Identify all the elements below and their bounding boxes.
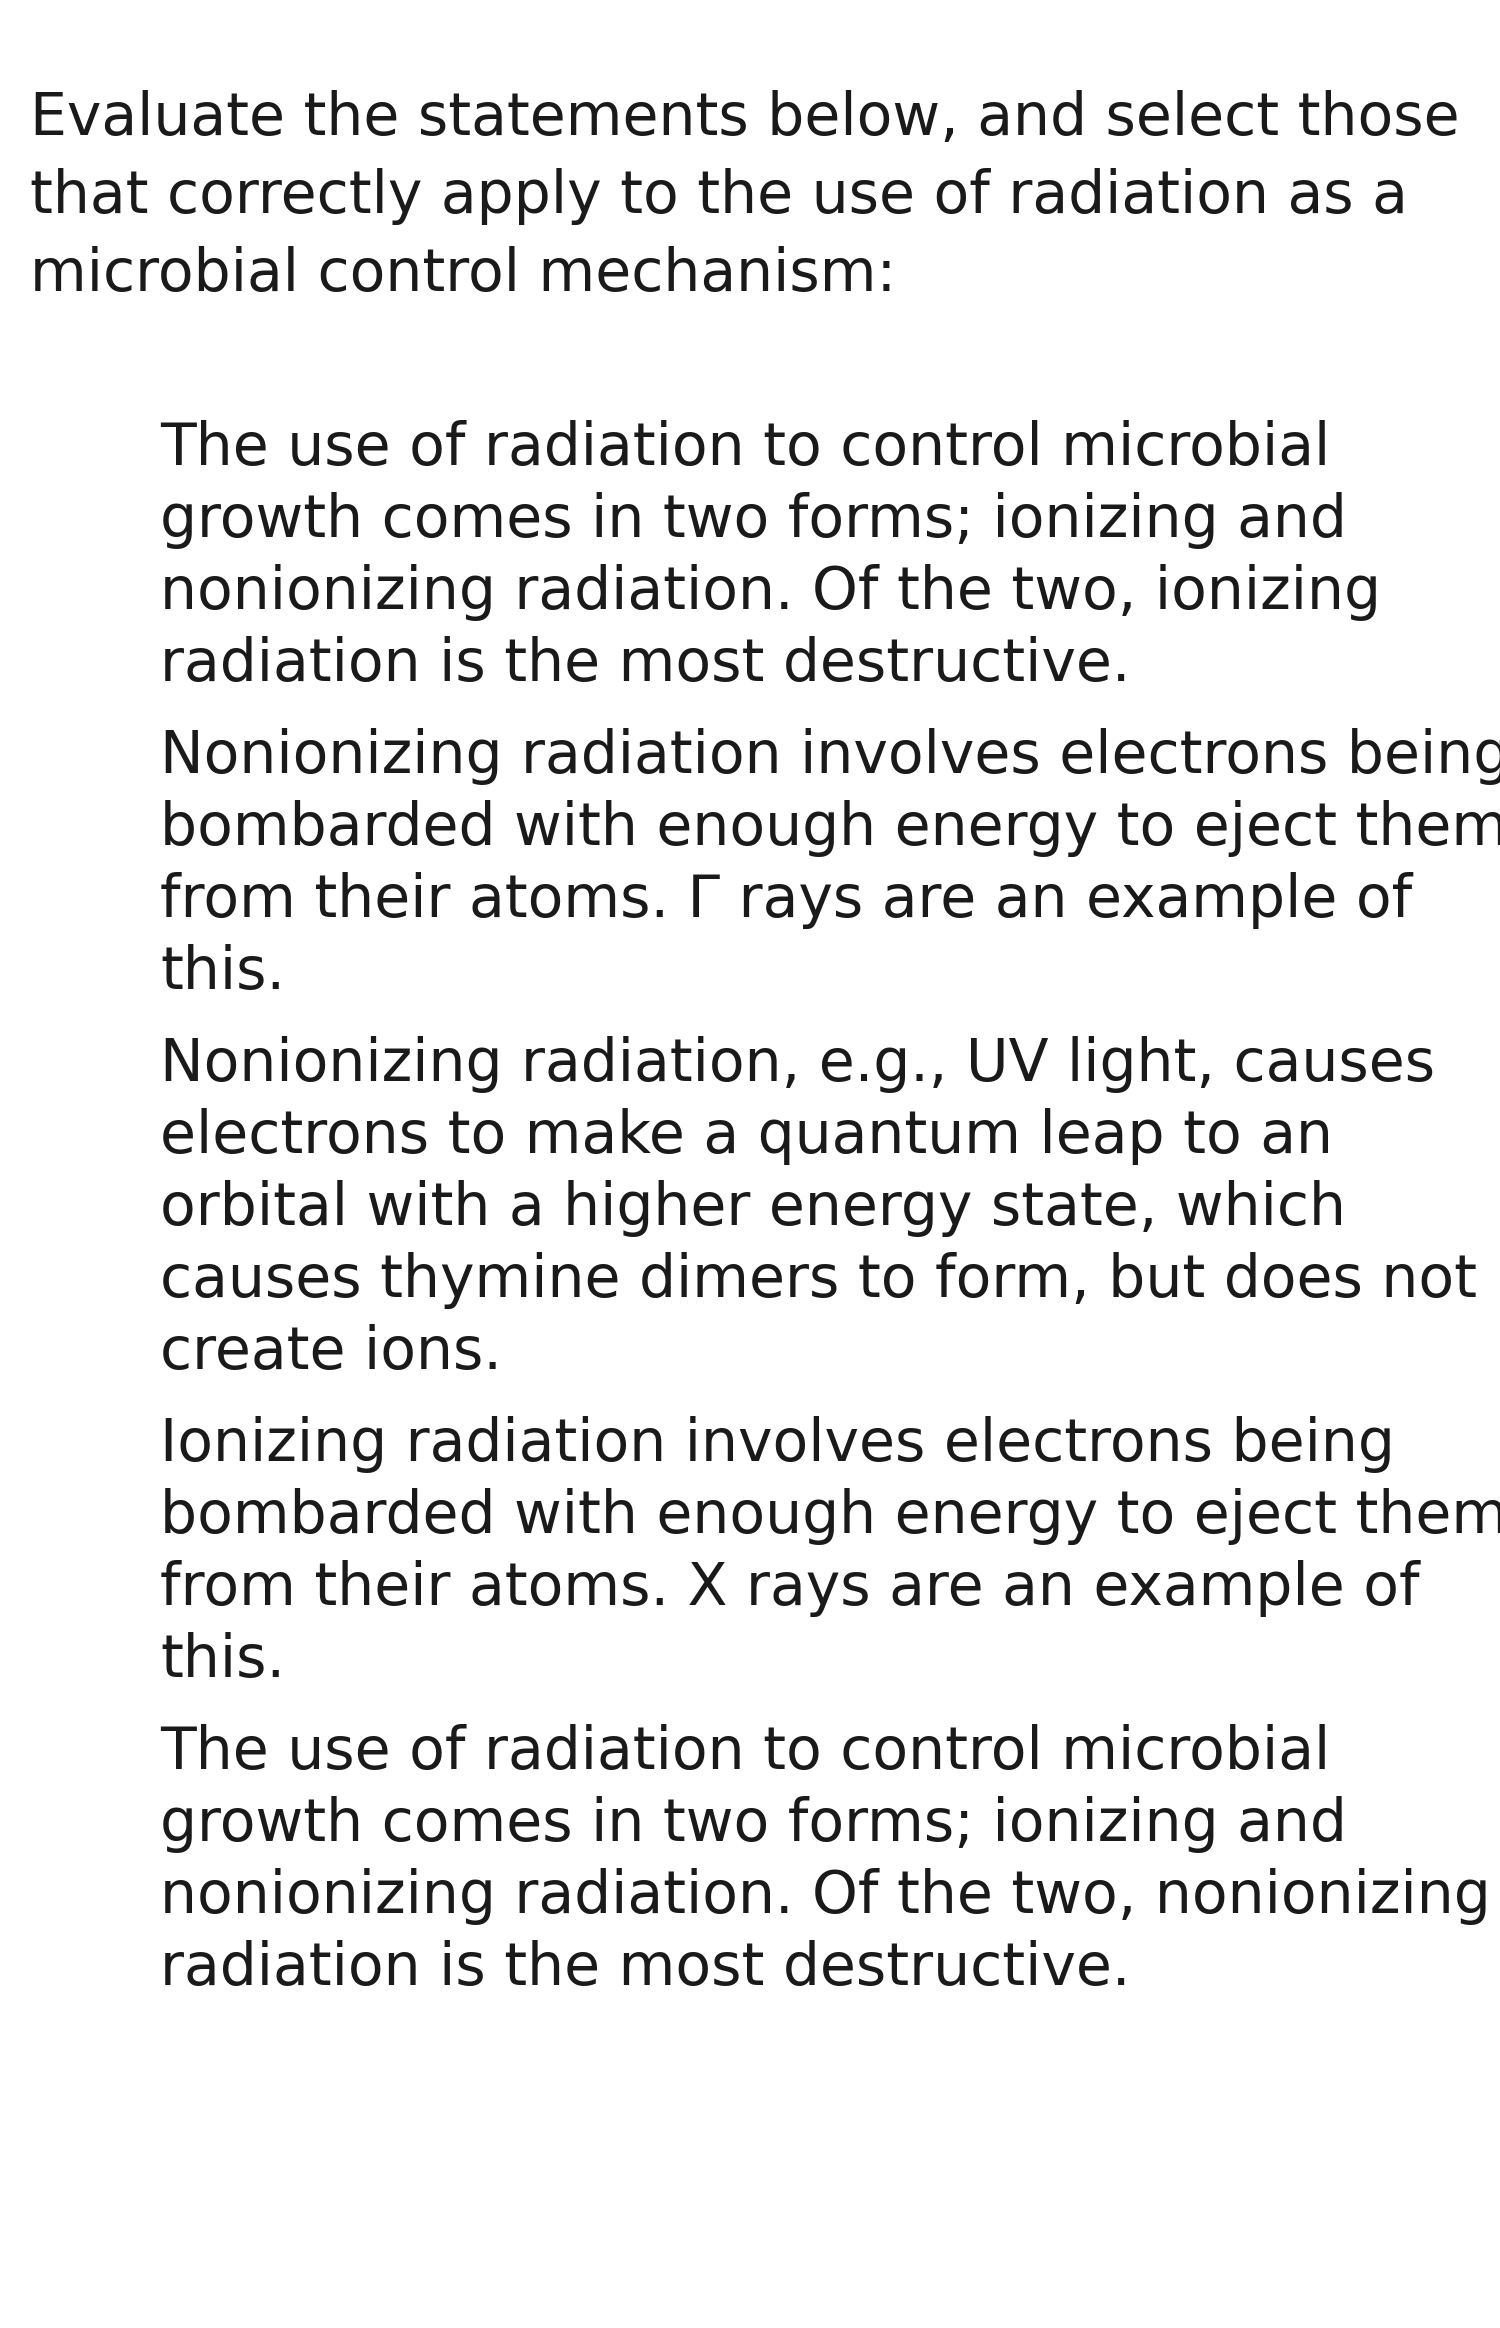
Text: bombarded with enough energy to eject them: bombarded with enough energy to eject th… bbox=[160, 1488, 1500, 1546]
Text: bombarded with enough energy to eject them: bombarded with enough energy to eject th… bbox=[160, 801, 1500, 857]
Text: Nonionizing radiation, e.g., UV light, causes: Nonionizing radiation, e.g., UV light, c… bbox=[160, 1036, 1436, 1094]
Text: this.: this. bbox=[160, 943, 285, 1001]
Text: growth comes in two forms; ionizing and: growth comes in two forms; ionizing and bbox=[160, 1795, 1347, 1853]
Text: electrons to make a quantum leap to an: electrons to make a quantum leap to an bbox=[160, 1108, 1334, 1164]
Text: The use of radiation to control microbial: The use of radiation to control microbia… bbox=[160, 1725, 1330, 1781]
Text: microbial control mechanism:: microbial control mechanism: bbox=[30, 247, 897, 303]
Text: create ions.: create ions. bbox=[160, 1325, 503, 1381]
Text: that correctly apply to the use of radiation as a: that correctly apply to the use of radia… bbox=[30, 168, 1408, 226]
Text: growth comes in two forms; ionizing and: growth comes in two forms; ionizing and bbox=[160, 491, 1347, 549]
Text: from their atoms. Γ rays are an example of: from their atoms. Γ rays are an example … bbox=[160, 873, 1413, 929]
Text: causes thymine dimers to form, but does not: causes thymine dimers to form, but does … bbox=[160, 1252, 1478, 1308]
Text: nonionizing radiation. Of the two, nonionizing: nonionizing radiation. Of the two, nonio… bbox=[160, 1867, 1491, 1925]
Text: orbital with a higher energy state, which: orbital with a higher energy state, whic… bbox=[160, 1180, 1346, 1236]
Text: this.: this. bbox=[160, 1632, 285, 1690]
Text: radiation is the most destructive.: radiation is the most destructive. bbox=[160, 636, 1131, 694]
Text: Ionizing radiation involves electrons being: Ionizing radiation involves electrons be… bbox=[160, 1415, 1395, 1474]
Text: from their atoms. X rays are an example of: from their atoms. X rays are an example … bbox=[160, 1560, 1419, 1618]
Text: The use of radiation to control microbial: The use of radiation to control microbia… bbox=[160, 419, 1330, 477]
Text: radiation is the most destructive.: radiation is the most destructive. bbox=[160, 1939, 1131, 1997]
Text: nonionizing radiation. Of the two, ionizing: nonionizing radiation. Of the two, ioniz… bbox=[160, 563, 1382, 622]
Text: Evaluate the statements below, and select those: Evaluate the statements below, and selec… bbox=[30, 91, 1460, 147]
Text: Nonionizing radiation involves electrons being: Nonionizing radiation involves electrons… bbox=[160, 729, 1500, 785]
